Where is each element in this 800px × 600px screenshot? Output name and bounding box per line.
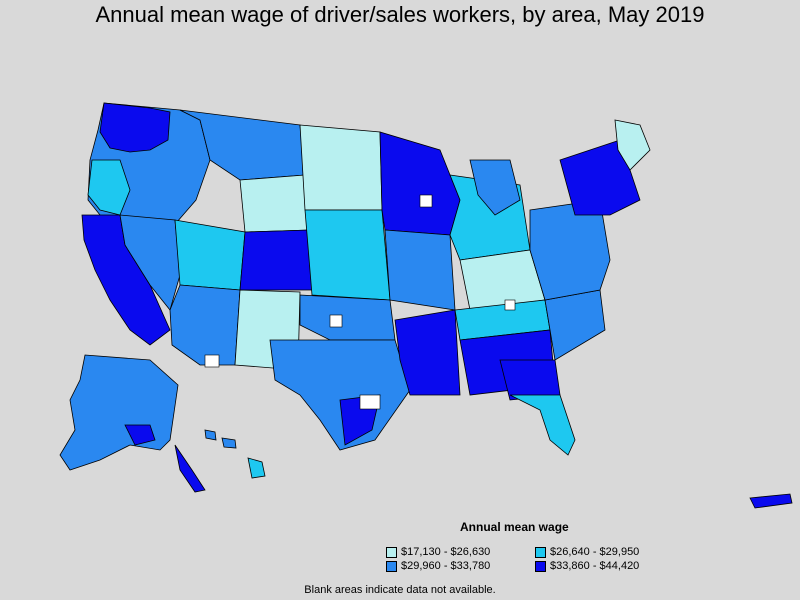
- region-arizona: [169, 284, 241, 366]
- region-puerto-rico: [749, 493, 793, 509]
- region-carolinas: [544, 289, 606, 361]
- legend-item: $29,960 - $33,780: [386, 560, 490, 572]
- region-alaska: [59, 354, 179, 471]
- blank-area: [204, 354, 220, 368]
- region-nebraska-kansas: [304, 209, 391, 301]
- region-oklahoma: [299, 294, 396, 341]
- region-ohio-valley: [459, 249, 546, 311]
- region-arkansas-louisiana: [394, 309, 461, 396]
- blank-area: [329, 314, 343, 328]
- legend-label: $29,960 - $33,780: [401, 560, 491, 572]
- legend-item: $26,640 - $29,950: [535, 546, 639, 558]
- region-northeast: [559, 139, 641, 216]
- legend-label: $17,130 - $26,630: [401, 546, 491, 558]
- region-utah: [174, 219, 246, 291]
- region-hawaii-islands: [204, 429, 217, 441]
- contiguous-us: [81, 102, 651, 456]
- region-florida: [509, 394, 576, 456]
- legend-swatch: [535, 546, 546, 558]
- legend-swatch: [535, 560, 546, 572]
- region-georgia: [499, 359, 561, 401]
- alaska: [59, 354, 206, 493]
- region-colorado: [239, 229, 313, 291]
- region-texas: [269, 339, 411, 451]
- region-wyoming: [239, 174, 311, 233]
- region-hawaii-islands: [221, 437, 237, 449]
- region-michigan: [469, 159, 521, 216]
- blank-area: [419, 194, 433, 208]
- region-iowa-missouri: [384, 229, 456, 311]
- blank-area: [359, 394, 381, 410]
- map-title: Annual mean wage of driver/sales workers…: [95, 2, 705, 27]
- region-alaska-south: [124, 424, 156, 446]
- region-minnesota-wisconsin: [379, 131, 461, 236]
- region-maine: [614, 119, 651, 171]
- region-hawaii: [247, 457, 266, 479]
- region-alaska-panhandle: [174, 444, 206, 493]
- legend-label: $26,640 - $29,950: [550, 546, 640, 558]
- legend-swatch: [386, 560, 397, 572]
- region-washington: [99, 102, 171, 153]
- blank-area: [504, 299, 516, 311]
- legend-item: $17,130 - $26,630: [386, 546, 490, 558]
- legend-item: $33,860 - $44,420: [535, 560, 639, 572]
- hawaii: [204, 429, 266, 479]
- puerto-rico: [749, 493, 793, 509]
- blank-areas-note: Blank areas indicate data not available.: [304, 584, 496, 596]
- legend-label: $33,860 - $44,420: [550, 560, 640, 572]
- region-dakotas: [299, 124, 383, 211]
- blank-areas: [204, 194, 516, 410]
- legend-title: Annual mean wage: [460, 520, 569, 534]
- legend-swatch: [386, 546, 397, 558]
